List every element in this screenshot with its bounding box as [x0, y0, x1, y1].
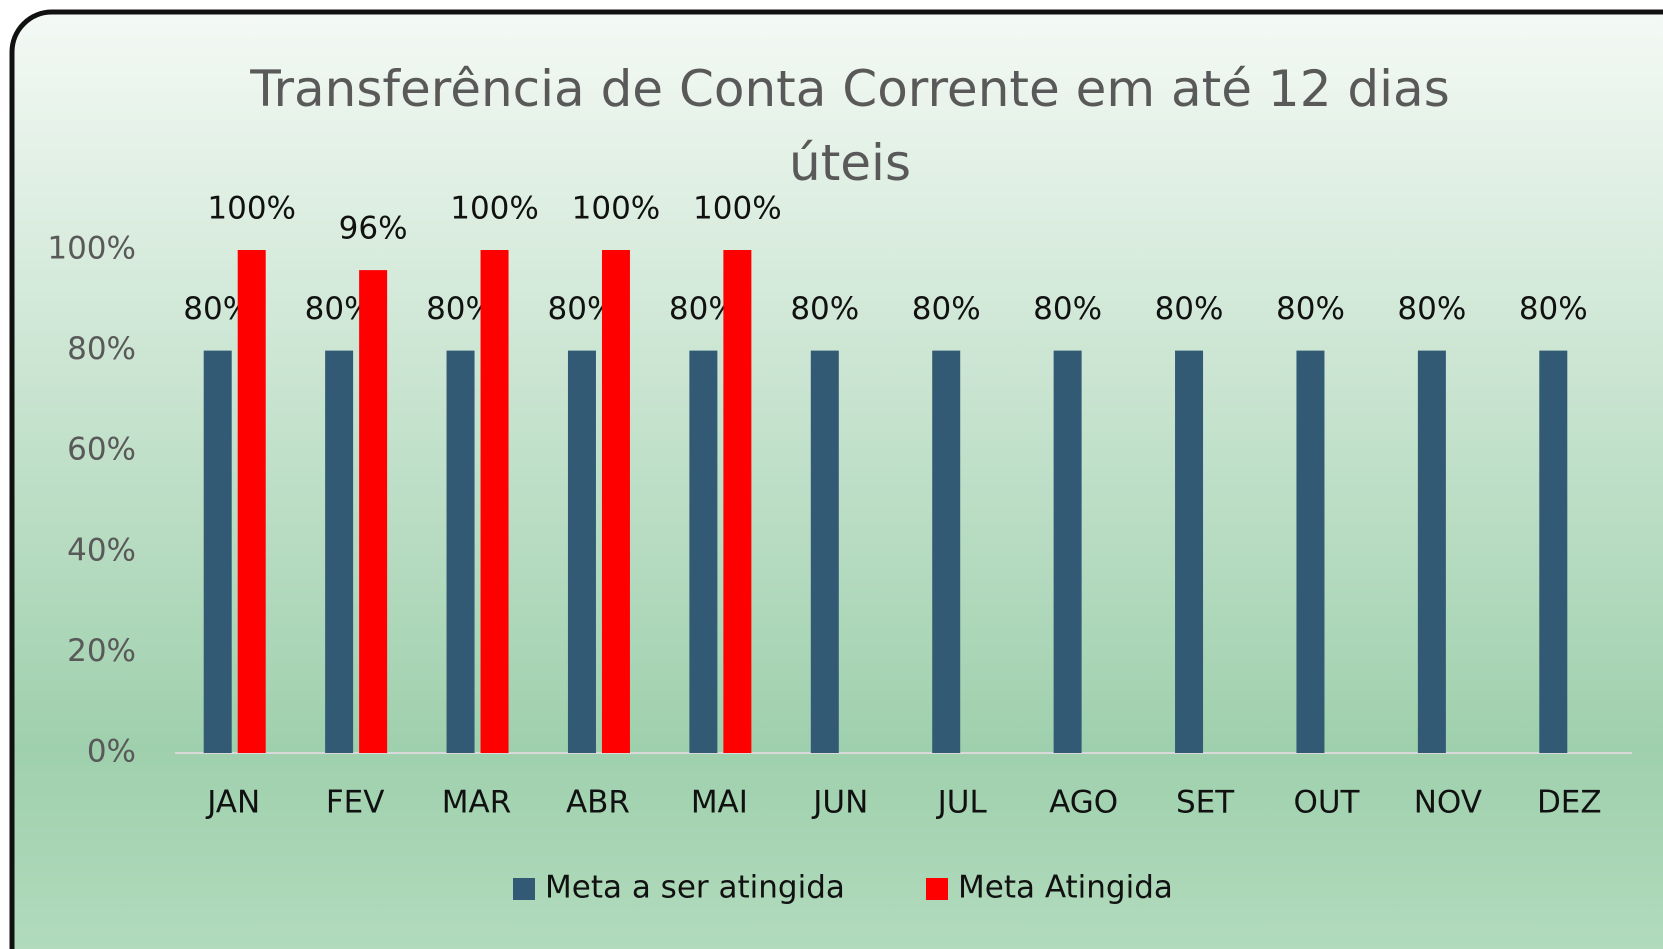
x-tick-label: AGO	[1049, 785, 1118, 821]
bar	[1539, 350, 1568, 753]
bar	[359, 270, 388, 753]
x-tick-label: DEZ	[1537, 785, 1602, 821]
bar	[1175, 350, 1204, 753]
x-tick-label: NOV	[1414, 785, 1482, 821]
data-label: 80%	[1519, 291, 1588, 327]
y-tick-label: 100%	[47, 231, 136, 267]
data-label: 80%	[912, 291, 981, 327]
bar	[601, 250, 630, 753]
bar	[446, 350, 475, 753]
bar	[567, 350, 596, 753]
legend-label: Meta Atingida	[958, 870, 1173, 906]
data-label: 80%	[1397, 291, 1466, 327]
x-tick-label: JUL	[936, 785, 988, 821]
y-tick-label: 0%	[87, 734, 136, 770]
y-tick-label: 80%	[67, 331, 136, 367]
bar	[1053, 350, 1082, 753]
x-tick-label: JUN	[811, 785, 868, 821]
x-tick-label: JAN	[205, 785, 260, 821]
x-tick-label: MAR	[442, 785, 512, 821]
x-tick-label: ABR	[566, 785, 630, 821]
bar	[480, 250, 509, 753]
data-label: 80%	[1033, 291, 1102, 327]
x-tick-label: MAI	[691, 785, 748, 821]
data-label: 100%	[450, 191, 539, 227]
bar	[203, 350, 232, 753]
bar	[723, 250, 752, 753]
x-tick-label: SET	[1176, 785, 1235, 821]
chart-title: Transferência de Conta Corrente em até 1…	[250, 60, 1450, 192]
x-tick-label: FEV	[326, 785, 385, 821]
x-tick-label: OUT	[1293, 785, 1360, 821]
legend-swatch	[926, 878, 948, 900]
y-tick-label: 40%	[67, 532, 136, 568]
bar	[325, 350, 354, 753]
data-label: 80%	[1155, 291, 1224, 327]
legend-label: Meta a ser atingida	[545, 870, 845, 906]
y-tick-label: 20%	[67, 633, 136, 669]
bar	[932, 350, 961, 753]
bar	[1417, 350, 1446, 753]
y-tick-label: 60%	[67, 432, 136, 468]
data-label: 80%	[1276, 291, 1345, 327]
data-label: 96%	[339, 211, 408, 247]
data-label: 80%	[790, 291, 859, 327]
bar	[237, 250, 266, 753]
data-label: 100%	[207, 191, 296, 227]
bar	[810, 350, 839, 753]
data-label: 100%	[572, 191, 661, 227]
legend-swatch	[513, 878, 535, 900]
bar	[1296, 350, 1325, 753]
data-label: 100%	[693, 191, 782, 227]
bar	[689, 350, 718, 753]
